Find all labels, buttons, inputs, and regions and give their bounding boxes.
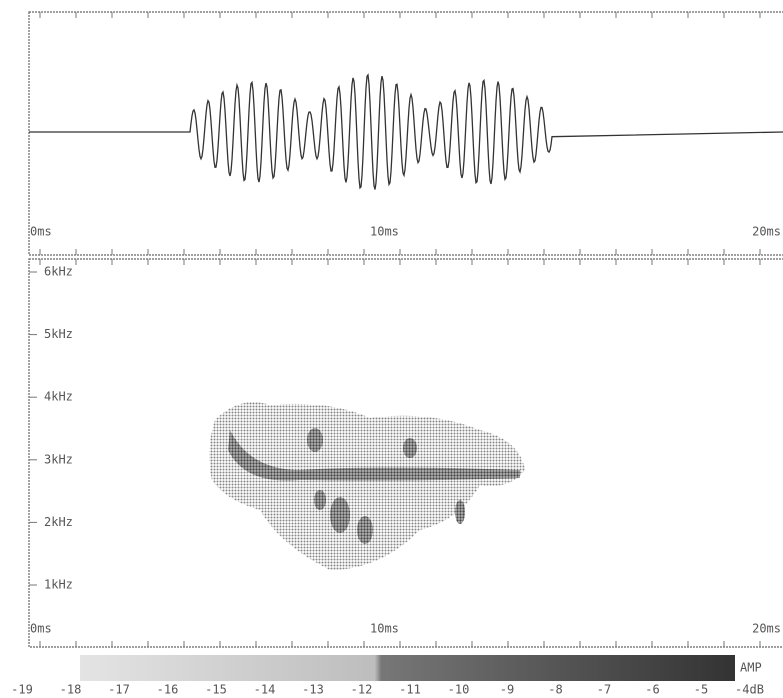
scale-label: -4dB [735,683,764,697]
x-tick-label: 20ms [752,622,781,636]
x-tick-label: 10ms [370,225,399,239]
y-tick-label: 1kHz [44,578,73,592]
y-tick-label: 2kHz [44,515,73,529]
scale-label: -18 [60,683,82,697]
figure: AMP 0ms 10ms 20ms 0ms 10ms 20ms 6kHz 5kHz 4kHz 3k… [0,0,783,698]
waveform [29,75,783,190]
x-tick-label: 0ms [30,225,52,239]
amplitude-scale-bar [80,655,735,681]
scale-label: -14 [254,683,276,697]
scale-label: -7 [597,683,611,697]
scale-label: -17 [108,683,130,697]
scale-title: AMP [740,661,762,675]
scale-label: -5 [694,683,708,697]
y-tick-label: 3kHz [44,452,73,466]
scale-label: -15 [205,683,227,697]
spectrogram-blob [209,402,525,570]
y-tick-label: 6kHz [44,265,73,279]
x-tick-label: 10ms [370,622,399,636]
y-tick-label: 5kHz [44,327,73,341]
scale-label: -8 [548,683,562,697]
scale-label: -10 [448,683,470,697]
waveform-frame [29,12,783,255]
x-tick-label: 20ms [752,225,781,239]
scale-label: -6 [645,683,659,697]
scale-label: -11 [399,683,421,697]
scale-label: -16 [157,683,179,697]
scale-label: -19 [11,683,33,697]
scale-label: -13 [302,683,324,697]
scale-label: -9 [500,683,514,697]
x-tick-label: 0ms [30,622,52,636]
y-tick-label: 4kHz [44,390,73,404]
scale-label: -12 [351,683,373,697]
